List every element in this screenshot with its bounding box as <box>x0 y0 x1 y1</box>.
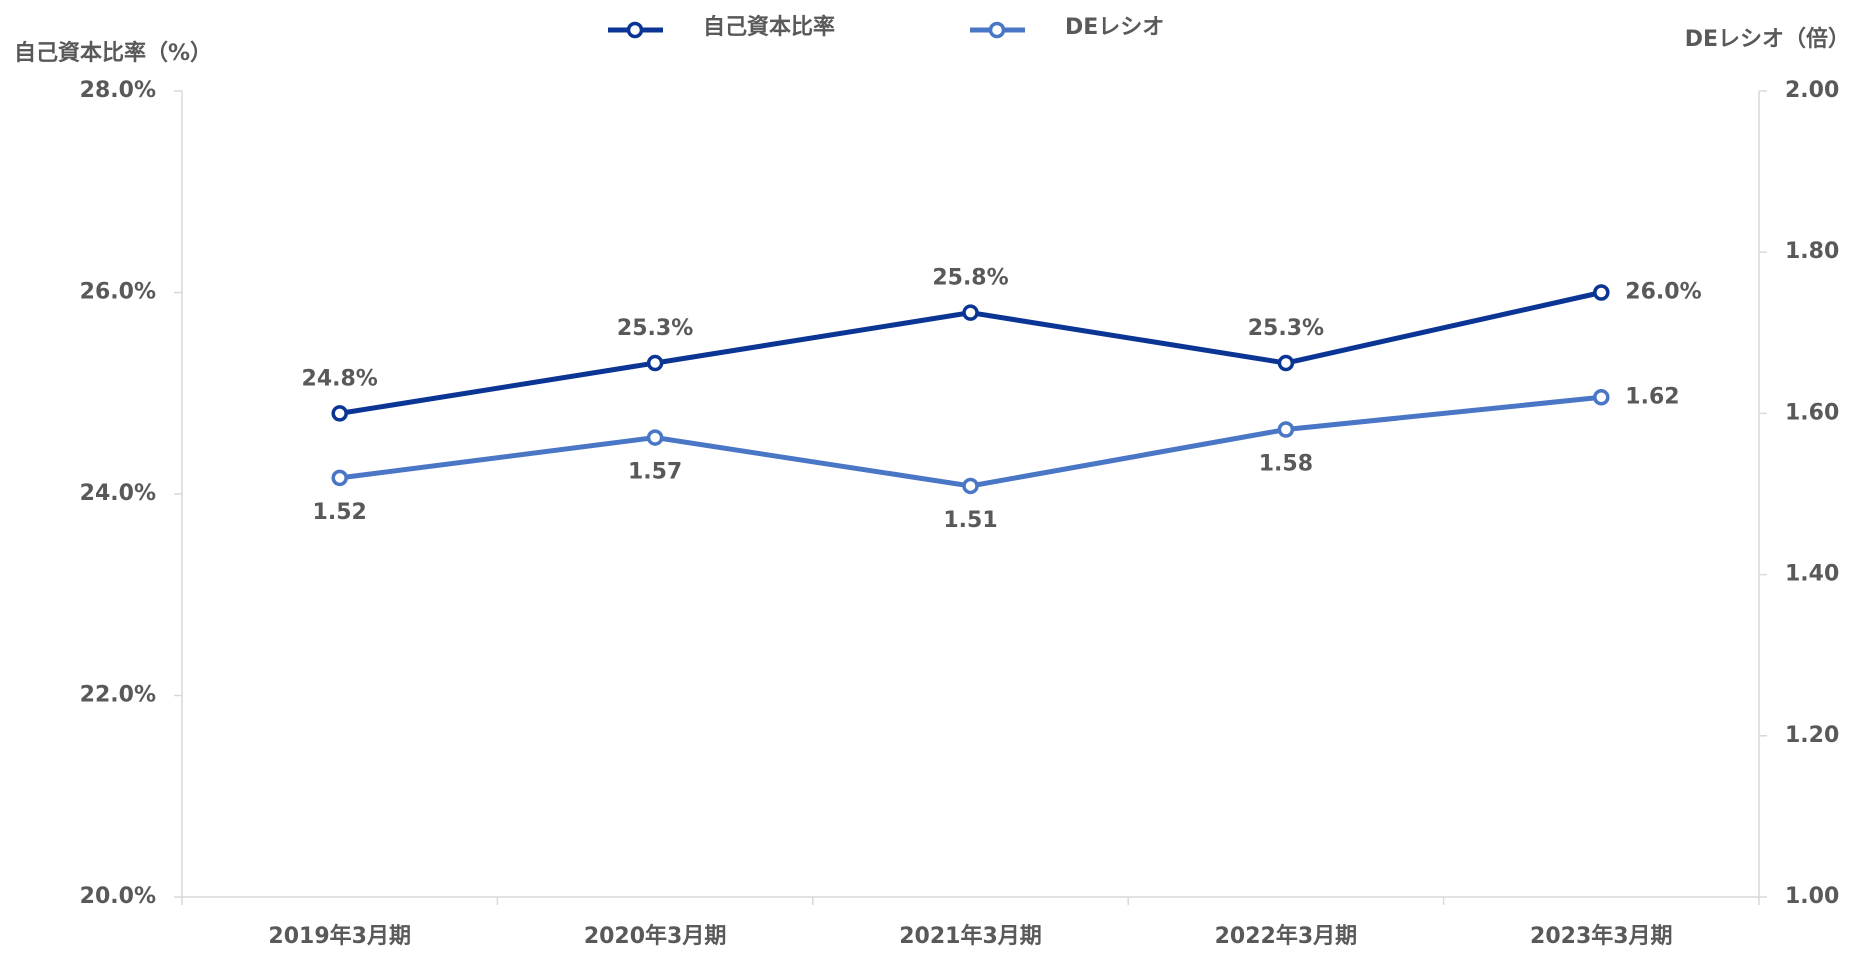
marker <box>1277 354 1295 372</box>
x-tick-label: 2023年3月期 <box>1530 923 1673 949</box>
marker <box>1593 284 1610 301</box>
marker <box>1277 421 1295 438</box>
marker <box>646 354 664 372</box>
y2-tick-label: 1.80 <box>1785 239 1839 264</box>
marker <box>331 469 348 487</box>
x-tick-label: 2021年3月期 <box>899 923 1042 949</box>
y-tick-label: 22.0% <box>80 683 156 708</box>
marker <box>331 405 348 422</box>
x-tick-label: 2020年3月期 <box>584 923 727 949</box>
y2-axis-title: DEレシオ（倍） <box>1685 26 1850 52</box>
legend-label: DEレシオ <box>1065 15 1164 40</box>
y-axis-title: 自己資本比率（%） <box>14 40 212 66</box>
marker <box>962 304 979 321</box>
y-tick-label: 26.0% <box>80 280 156 305</box>
marker <box>962 477 979 495</box>
legend-marker <box>988 21 1006 39</box>
marker <box>1593 389 1610 406</box>
y2-tick-label: 1.00 <box>1785 884 1839 909</box>
y2-tick-label: 2.00 <box>1785 78 1839 103</box>
data-label: 25.8% <box>932 266 1008 291</box>
y-tick-label: 28.0% <box>80 78 156 103</box>
data-label: 1.58 <box>1259 452 1313 477</box>
y2-tick-label: 1.60 <box>1785 400 1839 425</box>
data-label: 1.52 <box>313 500 367 525</box>
line <box>339 394 1602 489</box>
data-label: 24.8% <box>302 366 378 391</box>
legend-marker <box>626 21 644 39</box>
x-tick-label: 2019年3月期 <box>268 923 411 949</box>
y2-tick-label: 1.20 <box>1785 723 1839 748</box>
y2-tick-label: 1.40 <box>1785 562 1839 587</box>
data-label: 25.3% <box>617 316 693 341</box>
y-tick-label: 20.0% <box>80 884 156 909</box>
x-tick-label: 2022年3月期 <box>1215 923 1358 949</box>
data-label: 1.51 <box>943 508 997 533</box>
data-label: 26.0% <box>1625 280 1701 305</box>
data-label: 1.57 <box>628 460 682 485</box>
data-label: 25.3% <box>1248 316 1324 341</box>
marker <box>646 429 664 446</box>
y-tick-label: 24.0% <box>80 481 156 506</box>
data-label: 1.62 <box>1625 384 1679 409</box>
legend-label: 自己資本比率 <box>703 14 835 40</box>
